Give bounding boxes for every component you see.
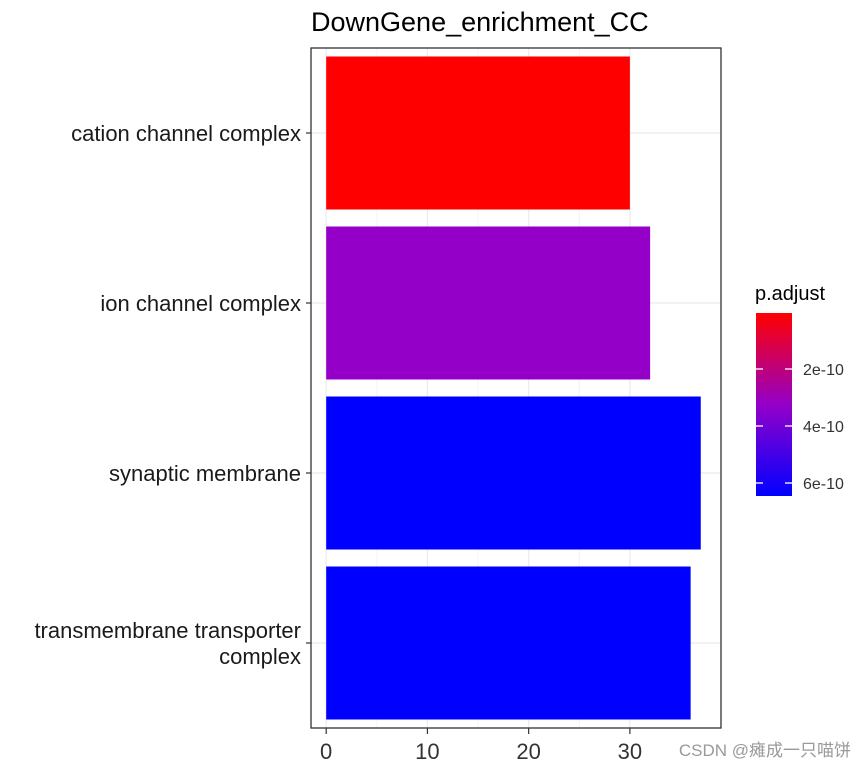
category-label-2: ion channel complex	[100, 291, 301, 316]
bars	[326, 56, 701, 720]
x-axis-ticks: 0 10 20 30	[320, 728, 642, 764]
bar-3	[326, 396, 701, 550]
chart-title: DownGene_enrichment_CC	[311, 7, 649, 37]
category-label-4-line-2: complex	[219, 644, 301, 669]
bar-1	[326, 56, 630, 210]
x-tick-label-30: 30	[618, 739, 642, 764]
x-tick-label-10: 10	[415, 739, 439, 764]
legend-label-1: 2e-10	[803, 362, 844, 379]
legend-title: p.adjust	[755, 283, 825, 305]
category-label-4-line-1: transmembrane transporter	[34, 618, 301, 643]
bar-2	[326, 226, 651, 380]
category-labels: cation channel complex ion channel comple…	[34, 121, 311, 669]
bar-4	[326, 566, 691, 720]
legend-label-2: 4e-10	[803, 419, 844, 436]
legend-colorbar	[756, 313, 792, 496]
watermark: CSDN @瘫成一只喵饼	[678, 741, 851, 760]
category-label-3: synaptic membrane	[109, 461, 301, 486]
legend-label-3: 6e-10	[803, 476, 844, 493]
category-label-1: cation channel complex	[71, 121, 301, 146]
plot-panel-border	[310, 47, 722, 729]
x-tick-label-20: 20	[516, 739, 540, 764]
color-legend: p.adjust 2e-10 4e-10 6e-10	[755, 283, 844, 496]
x-tick-label-0: 0	[320, 739, 332, 764]
